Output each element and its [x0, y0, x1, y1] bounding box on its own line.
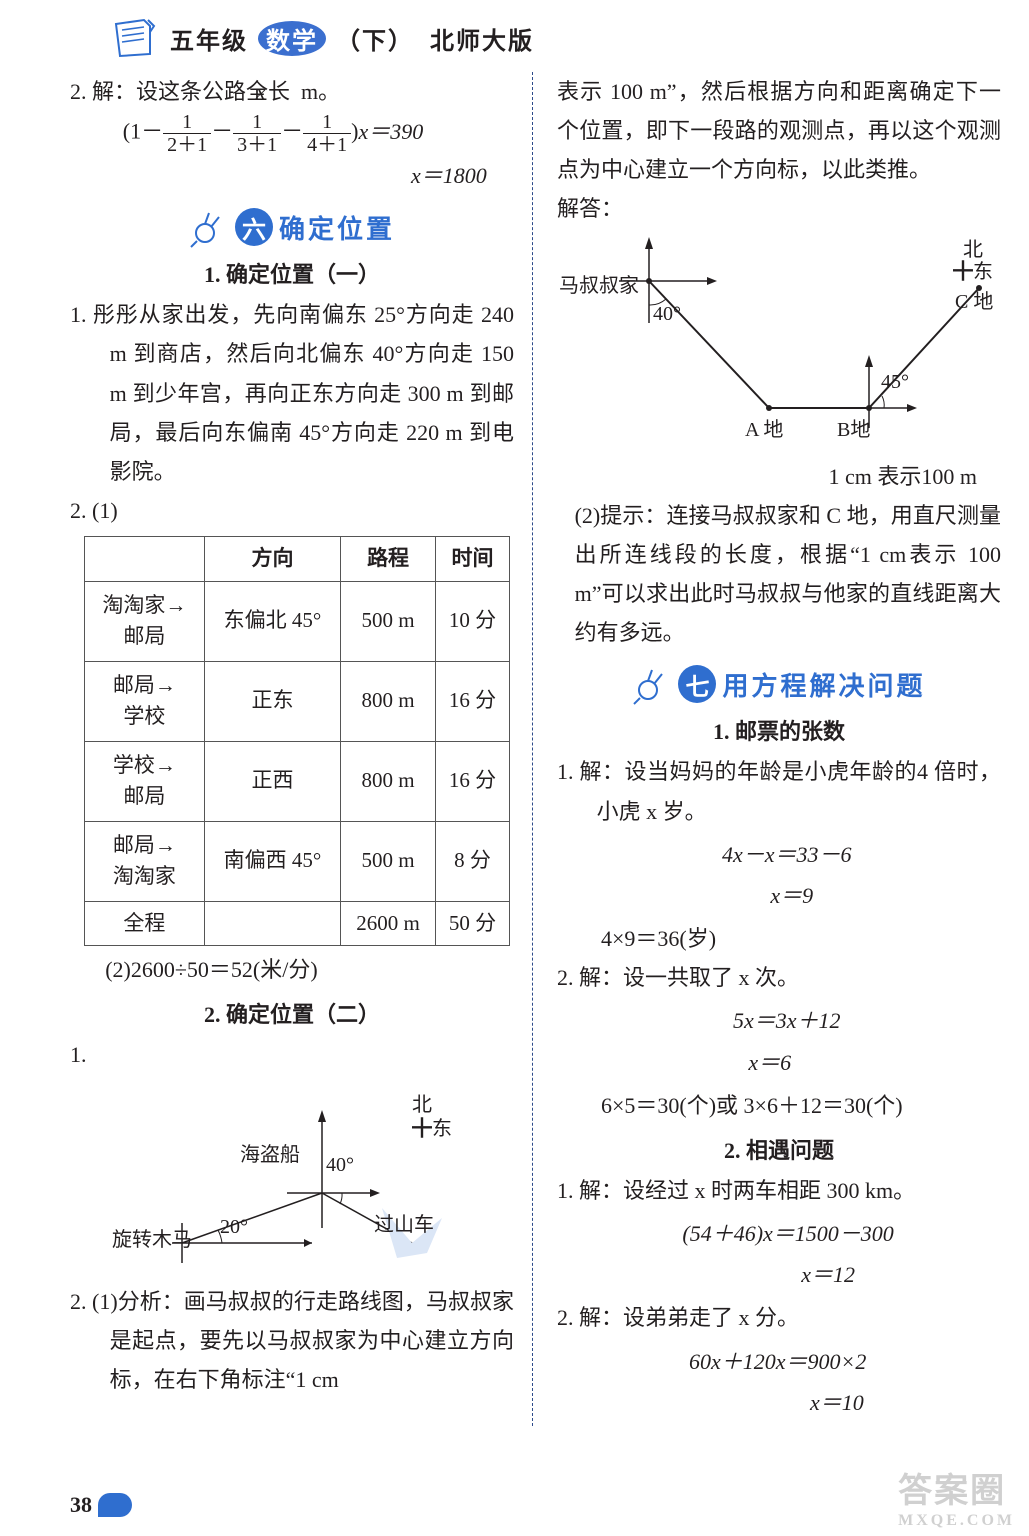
header-volume: （下）: [336, 29, 414, 55]
page-number: 38: [70, 1492, 132, 1518]
table-header: 方向 路程 时间: [85, 537, 510, 581]
d2-a: A 地: [745, 413, 783, 442]
section-7-title: 用方程解决问题: [722, 666, 925, 703]
header-grade: 五年级: [170, 29, 248, 55]
s7b-q1-eq2: x＝12: [612, 1257, 1001, 1292]
d2-home: 马叔叔家: [559, 269, 639, 298]
s7-q2: 2. 解：设一共取了 x 次。: [557, 958, 1001, 997]
decoration-icon: [632, 662, 678, 706]
content-columns: 2. 解：设这条公路全长 x m。 (1－12＋1－13＋1－14＋1)x＝39…: [0, 68, 1029, 1426]
s7-q1-eq1: 4x－x＝33－6: [612, 837, 1001, 872]
d2-c: C 地: [955, 285, 993, 314]
section-6-badge: 六: [235, 208, 273, 246]
sec6-21: 2. (1): [70, 491, 514, 530]
d1-angle2: 20°: [220, 1216, 248, 1239]
section-7-badge: 七: [678, 665, 716, 703]
s7-q2-eq2: x＝6: [612, 1045, 1001, 1080]
d1-coaster: 过山车: [374, 1208, 434, 1237]
sec7-sub2: 2. 相遇问题: [557, 1133, 1001, 1165]
s7-q1-eq3: 4×9＝36(岁): [557, 919, 1001, 958]
d2-compass-e: ╋东: [953, 255, 993, 284]
diagram1-label: 1.: [70, 1035, 514, 1074]
q2-line: 2. 解：设这条公路全长 x m。: [70, 72, 514, 111]
d2-b: B地: [837, 413, 870, 442]
d2-angle1: 40°: [653, 303, 681, 326]
d2-angle2: 45°: [881, 371, 909, 394]
s7-q2-eq1: 5x＝3x＋12: [612, 1003, 1001, 1038]
d1-angle1: 40°: [326, 1154, 354, 1177]
s7b-q2-eq2: x＝10: [612, 1385, 1001, 1420]
q2-answer: x＝1800: [70, 156, 514, 195]
s7-q1-eq2: x＝9: [612, 878, 1001, 913]
right-column: 表示 100 m”，然后根据方向和距离确定下一个位置，即下一段路的观测点，再以这…: [551, 72, 1001, 1426]
d2-scale: 1 cm 表示100 m: [557, 457, 1001, 496]
table-row: 学校→邮局正西800 m16 分: [85, 741, 510, 821]
decoration-icon: [189, 205, 235, 249]
diagram-1: 北 ╋东 海盗船 40° 过山车 旋转木马 20°: [112, 1078, 472, 1278]
sec6-p1: 1. 彤彤从家出发，先向南偏东 25°方向走 240 m 到商店，然后向北偏东 …: [70, 295, 514, 491]
s7-q1: 1. 解：设当妈妈的年龄是小虎年龄的4 倍时，小虎 x 岁。: [557, 752, 1001, 830]
d1-carousel: 旋转木马: [112, 1223, 192, 1252]
page-tab-icon: [98, 1493, 132, 1517]
sec6-sub1: 1. 确定位置（一）: [70, 257, 514, 289]
s7b-q1-eq1: (54＋46)x＝1500－300: [612, 1216, 1001, 1251]
compass-e: ╋东: [412, 1112, 452, 1141]
section-6-title: 确定位置: [279, 209, 395, 246]
table-row: 邮局→学校正东800 m16 分: [85, 661, 510, 741]
table-row: 全程2600 m50 分: [85, 901, 510, 945]
r-ans-label: 解答：: [557, 189, 1001, 228]
r-hint: (2)提示：连接马叔叔家和 C 地，用直尺测量出所连线段的长度，根据“1 cm表…: [557, 496, 1001, 653]
s7-q2-eq3: 6×5＝30(个)或 3×6＋12＝30(个): [557, 1086, 1001, 1125]
header-text: 五年级 数学 （下） 北师大版: [170, 21, 534, 56]
s7b-q2: 2. 解：设弟弟走了 x 分。: [557, 1298, 1001, 1337]
d1-pirate: 海盗船: [240, 1138, 300, 1167]
diagram-2: 北 ╋东 马叔叔家 40° A 地 B地 45° C 地: [559, 233, 999, 453]
table-row: 淘淘家→邮局东偏北 45°500 m10 分: [85, 581, 510, 661]
sec7-sub1: 1. 邮票的张数: [557, 714, 1001, 746]
watermark: 答案圈 MXQE.COM: [898, 1463, 1015, 1530]
left-column: 2. 解：设这条公路全长 x m。 (1－12＋1－13＋1－14＋1)x＝39…: [70, 72, 533, 1426]
sec6-22: (2)2600÷50＝52(米/分): [70, 950, 514, 989]
route-table: 方向 路程 时间 淘淘家→邮局东偏北 45°500 m10 分 邮局→学校正东8…: [84, 536, 510, 946]
section-7-head: 七 用方程解决问题: [557, 662, 1001, 706]
table-row: 邮局→淘淘家南偏西 45°500 m8 分: [85, 821, 510, 901]
s7b-q1: 1. 解：设经过 x 时两车相距 300 km。: [557, 1171, 1001, 1210]
header-subject: 数学: [258, 21, 326, 56]
page-header: 五年级 数学 （下） 北师大版: [0, 0, 1029, 68]
section-6-head: 六 确定位置: [70, 205, 514, 249]
header-edition: 北师大版: [430, 29, 534, 55]
sec6-q2b: 2. (1)分析：画马叔叔的行走路线图，马叔叔家是起点，要先以马叔叔家为中心建立…: [70, 1282, 514, 1399]
sec6-sub2: 2. 确定位置（二）: [70, 997, 514, 1029]
q2-equation: (1－12＋1－13＋1－14＋1)x＝390: [70, 111, 514, 156]
s7b-q2-eq1: 60x＋120x＝900×2: [612, 1344, 1001, 1379]
notebook-icon: [110, 18, 158, 58]
r-cont: 表示 100 m”，然后根据方向和距离确定下一个位置，即下一段路的观测点，再以这…: [557, 72, 1001, 189]
